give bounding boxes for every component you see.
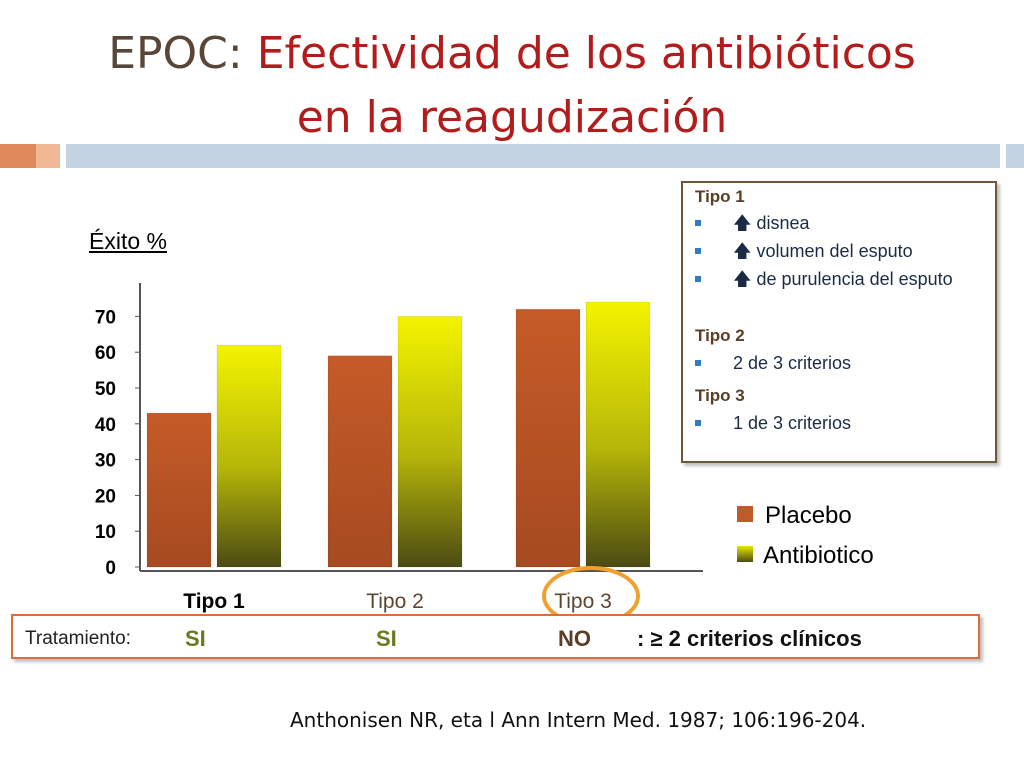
criteria-item-text: 2 de 3 criterios — [733, 353, 852, 373]
bullet-icon — [695, 276, 701, 282]
treatment-note: : ≥ 2 criterios clínicos — [637, 626, 862, 651]
bar-placebo-tipo-3 — [515, 308, 581, 568]
y-tick-label: 70 — [95, 307, 116, 328]
y-tick-label: 60 — [95, 343, 116, 364]
y-tick-label: 0 — [105, 558, 116, 579]
legend-swatch-antibiotico — [737, 546, 753, 562]
treatment-value-tipo2: SI — [376, 626, 397, 651]
y-tick-label: 30 — [95, 451, 116, 472]
criteria-heading-2: Tipo 2 — [695, 326, 745, 345]
bar-placebo-tipo-1 — [146, 412, 212, 568]
bullet-icon — [695, 248, 701, 254]
title-line-1: EPOC: Efectividad de los antibióticos — [108, 28, 916, 79]
x-tick-label: Tipo 3 — [554, 590, 612, 613]
criteria-heading-3: Tipo 3 — [695, 386, 745, 405]
y-tick-label: 10 — [95, 522, 116, 543]
treatment-label: Tratamiento: — [25, 628, 131, 649]
y-tick-label: 40 — [95, 415, 116, 436]
criteria-heading-1: Tipo 1 — [695, 187, 745, 206]
decor-strip-blue-end — [1006, 144, 1024, 168]
bar-placebo-tipo-2 — [327, 355, 393, 568]
legend-label-antibiotico: Antibiotico — [763, 542, 874, 569]
bar-antibiotico-tipo-3 — [585, 301, 651, 568]
bar-antibiotico-tipo-2 — [397, 315, 463, 568]
treatment-value-tipo1: SI — [185, 626, 206, 651]
criteria-item-text: 1 de 3 criterios — [733, 413, 852, 433]
bullet-icon — [695, 220, 701, 226]
bullet-icon — [695, 420, 701, 426]
page-title: EPOC: Efectividad de los antibióticos en… — [0, 22, 1024, 150]
x-tick-label: Tipo 1 — [183, 590, 245, 613]
y-tick-label: 20 — [95, 486, 116, 507]
decor-strip-orange-light — [36, 144, 60, 168]
legend-swatch-placebo — [737, 506, 753, 522]
criteria-item-text: 🡅 de purulencia del esputo — [733, 269, 953, 289]
citation: Anthonisen NR, eta l Ann Intern Med. 198… — [290, 708, 867, 732]
title-line-2: en la reagudización — [296, 92, 728, 143]
criteria-item-text: 🡅 disnea — [733, 213, 810, 233]
bar-antibiotico-tipo-1 — [216, 344, 282, 568]
decor-strip-blue — [66, 144, 1000, 168]
y-axis-unit-label: Éxito % — [89, 228, 167, 254]
criteria-box: Tipo 1 🡅 disnea 🡅 volumen del esputo 🡅 de p… — [681, 181, 997, 463]
y-tick-label: 50 — [95, 379, 116, 400]
criteria-item-text: 🡅 volumen del esputo — [733, 241, 913, 261]
legend-label-placebo: Placebo — [765, 502, 852, 529]
bullet-icon — [695, 360, 701, 366]
x-tick-label: Tipo 2 — [366, 590, 424, 613]
decor-strip-orange — [0, 144, 36, 168]
treatment-row: Tratamiento: SI SI NO : ≥ 2 criterios cl… — [11, 614, 980, 659]
treatment-value-tipo3: NO — [558, 626, 591, 651]
